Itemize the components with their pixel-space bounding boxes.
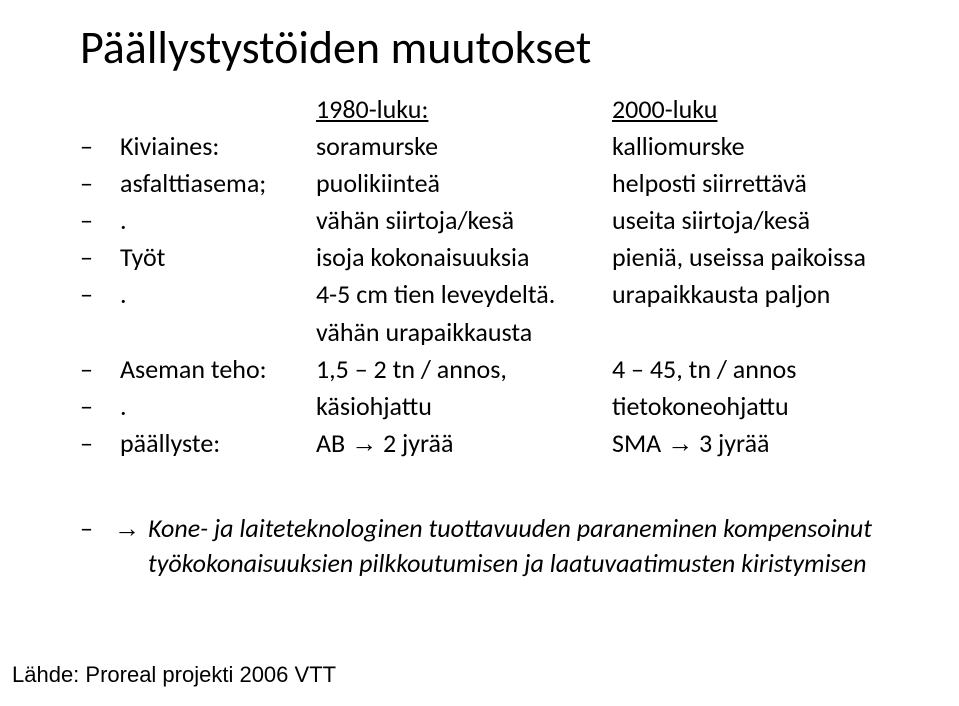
bullet-dash: – (80, 129, 120, 166)
arrow-icon: → (114, 513, 140, 543)
bullet-dash: – (80, 203, 120, 240)
row-right: 4 – 45, tn / annos (612, 352, 918, 389)
table-row: – . 4-5 cm tien leveydeltä. urapaikkaust… (80, 277, 918, 314)
header-row: 1980-luku: 2000-luku (80, 92, 918, 129)
arrow-icon: → (667, 428, 693, 458)
row-label: . (120, 389, 316, 426)
conclusion-line1: Kone- ja laiteteknologinen tuottavuuden … (148, 511, 919, 546)
row-label: Työt (120, 240, 316, 277)
left-text-a: AB (316, 427, 351, 459)
arrow-icon: → (351, 428, 377, 458)
table-row: – Työt isoja kokonaisuuksia pieniä, usei… (80, 240, 918, 277)
row-left: AB → 2 jyrää (316, 426, 612, 463)
row-left: puolikiinteä (316, 166, 612, 203)
table-row: – . käsiohjattu tietokoneohjattu (80, 389, 918, 426)
row-right: helposti siirrettävä (612, 166, 918, 203)
bullet-dash: – (80, 389, 120, 426)
right-text-b: 3 jyrää (693, 427, 769, 459)
row-left: vähän urapaikkausta (316, 315, 612, 352)
row-left: soramurske (316, 129, 612, 166)
header-left: 1980-luku: (316, 92, 612, 129)
row-label: . (120, 203, 316, 240)
table-row: – Kiviaines: soramurske kalliomurske (80, 129, 918, 166)
row-label: päällyste: (120, 426, 316, 463)
table-row: – päällyste: AB → 2 jyrää SMA → 3 jyrää (80, 426, 918, 463)
conclusion: – → Kone- ja laiteteknologinen tuottavuu… (80, 511, 919, 581)
row-right: pieniä, useissa paikoissa (612, 240, 918, 277)
bullet-dash: – (80, 352, 120, 389)
row-left: vähän siirtoja/kesä (316, 203, 612, 240)
left-text-b: 2 jyrää (377, 427, 453, 459)
row-right: useita siirtoja/kesä (612, 203, 918, 240)
bullet-dash: – (80, 511, 114, 581)
bullet-dash: – (80, 426, 120, 463)
table-row: vähän urapaikkausta (80, 315, 918, 352)
comparison-table: 1980-luku: 2000-luku – Kiviaines: soramu… (80, 92, 918, 463)
slide-page: Päällystystöiden muutokset 1980-luku: 20… (0, 0, 959, 706)
row-left: käsiohjattu (316, 389, 612, 426)
row-left: 1,5 – 2 tn / annos, (316, 352, 612, 389)
row-label: asfalttiasema; (120, 166, 316, 203)
row-right: SMA → 3 jyrää (612, 426, 918, 463)
table-row: – . vähän siirtoja/kesä useita siirtoja/… (80, 203, 918, 240)
bullet-dash: – (80, 277, 120, 314)
row-right: tietokoneohjattu (612, 389, 918, 426)
row-right: urapaikkausta paljon (612, 277, 918, 314)
row-label: . (120, 277, 316, 314)
table-row: – Aseman teho: 1,5 – 2 tn / annos, 4 – 4… (80, 352, 918, 389)
source-note: Lähde: Proreal projekti 2006 VTT (12, 662, 336, 688)
row-left: isoja kokonaisuuksia (316, 240, 612, 277)
row-left: 4-5 cm tien leveydeltä. (316, 277, 612, 314)
page-title: Päällystystöiden muutokset (80, 20, 919, 76)
bullet-dash: – (80, 166, 120, 203)
conclusion-line2: työkokonaisuuksien pilkkoutumisen ja laa… (148, 546, 919, 581)
row-right: kalliomurske (612, 129, 918, 166)
header-right: 2000-luku (612, 92, 918, 129)
right-text-a: SMA (612, 427, 667, 459)
table-row: – asfalttiasema; puolikiinteä helposti s… (80, 166, 918, 203)
row-label: Aseman teho: (120, 352, 316, 389)
bullet-dash: – (80, 240, 120, 277)
row-label: Kiviaines: (120, 129, 316, 166)
